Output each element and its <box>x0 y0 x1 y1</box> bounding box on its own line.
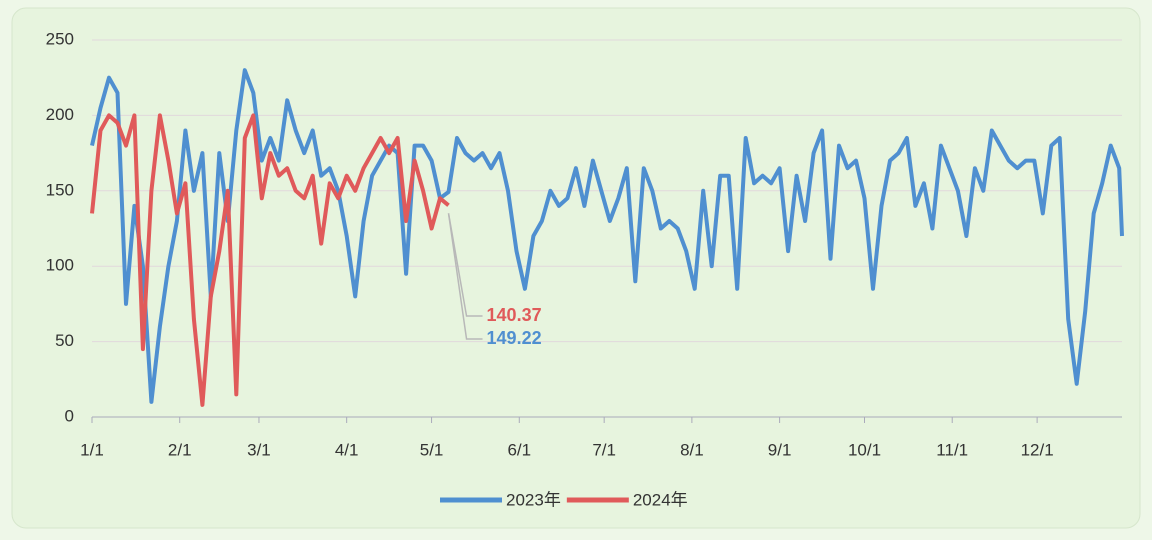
leader-line <box>447 213 483 340</box>
leader-line <box>447 213 483 317</box>
series-line <box>90 68 1124 404</box>
y-tick-label: 0 <box>65 406 74 425</box>
panel <box>11 7 1141 529</box>
y-tick-label: 100 <box>46 256 74 275</box>
x-tick-label: 8/1 <box>680 440 704 459</box>
y-tick-label: 200 <box>46 105 74 124</box>
x-tick-label: 1/1 <box>80 440 104 459</box>
x-tick-label: 10/1 <box>848 440 881 459</box>
legend-label: 2024年 <box>633 490 688 509</box>
y-tick-label: 250 <box>46 29 74 48</box>
annotation: 140.37 <box>487 305 542 325</box>
x-tick-label: 4/1 <box>335 440 359 459</box>
x-tick-label: 12/1 <box>1021 440 1054 459</box>
y-tick-label: 50 <box>55 331 74 350</box>
legend-label: 2023年 <box>506 490 561 509</box>
x-tick-label: 3/1 <box>247 440 271 459</box>
x-tick-label: 11/1 <box>936 440 968 459</box>
series-line <box>90 113 450 407</box>
x-tick-label: 9/1 <box>768 440 792 459</box>
annotation: 149.22 <box>487 328 542 348</box>
y-tick-label: 150 <box>46 180 74 199</box>
x-tick-label: 2/1 <box>168 440 192 459</box>
x-tick-label: 7/1 <box>592 440 616 459</box>
x-tick-label: 5/1 <box>420 440 444 459</box>
x-tick-label: 6/1 <box>507 440 531 459</box>
